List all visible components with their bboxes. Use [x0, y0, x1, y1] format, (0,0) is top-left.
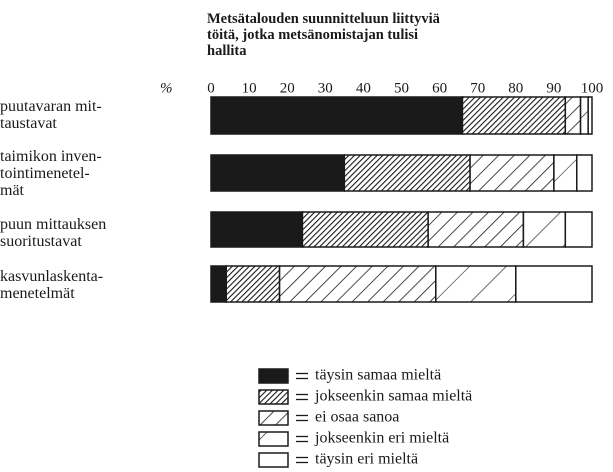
bar-segment: [553, 154, 578, 192]
x-tick-label: 0: [207, 80, 215, 96]
x-tick-label: 20: [280, 80, 295, 96]
bar-segment: [515, 265, 593, 303]
x-tick-label: 30: [318, 80, 333, 96]
x-tick-label: 90: [546, 80, 561, 96]
category-label: taimikon inven-tointimenetel-mät: [0, 148, 102, 199]
legend-swatch: [258, 368, 289, 384]
legend-label: täysin samaa mieltä: [315, 367, 441, 384]
bar-segment: [301, 211, 429, 248]
legend-label: ei osaa sanoa: [315, 409, 399, 426]
x-tick-label: 40: [356, 80, 371, 96]
category-label: puun mittauksen suoritustavat: [0, 216, 106, 250]
x-tick-label: 80: [508, 80, 523, 96]
legend-label: jokseenkin samaa mieltä: [314, 388, 472, 405]
legend-swatch: [258, 431, 289, 447]
x-tick-label: 10: [242, 80, 257, 96]
bar-segment: [469, 154, 555, 192]
bar-segment: [210, 96, 464, 135]
legend-label: täysin eri mieltä: [315, 451, 418, 468]
category-label: puutavaran mit-taustavat: [0, 98, 102, 132]
bar-segment: [225, 265, 281, 303]
bar-segment: [461, 96, 567, 135]
bar-segment: [210, 211, 304, 248]
x-tick-label: 60: [432, 80, 447, 96]
x-axis-label: %: [160, 80, 173, 96]
legend-swatch: [258, 452, 289, 468]
bar-segment: [278, 265, 437, 303]
chart-title: Metsätalouden suunnitteluun liittyviä töi…: [207, 11, 441, 59]
bar-segment: [587, 96, 593, 135]
x-tick-label: 70: [470, 80, 485, 96]
legend-label: jokseenkin eri mieltä: [314, 430, 449, 447]
bar-segment: [576, 154, 593, 192]
bar-segment: [435, 265, 517, 303]
bar-segment: [564, 211, 593, 248]
bar-segment: [343, 154, 471, 192]
bar-segment: [427, 211, 525, 248]
x-tick-label: 100: [581, 80, 604, 96]
bar-segment: [579, 96, 589, 135]
legend-swatch: [258, 410, 289, 426]
bar-segment: [522, 211, 567, 248]
x-tick-label: 50: [394, 80, 409, 96]
bar-segment: [210, 154, 346, 192]
category-label: kasvunlaskenta-menetelmät: [0, 268, 103, 302]
bar-segment: [210, 265, 227, 303]
legend-swatch: [258, 389, 289, 405]
bar-segment: [564, 96, 582, 135]
